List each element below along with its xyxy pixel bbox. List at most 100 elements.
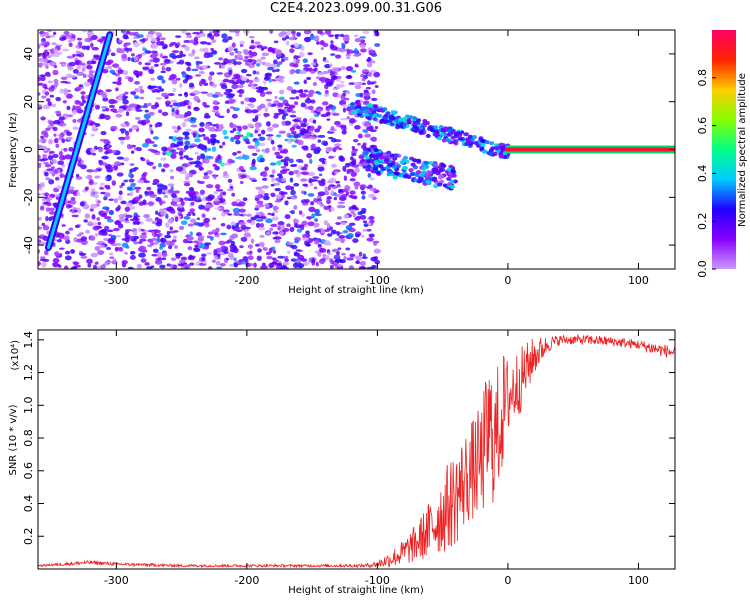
spectrogram-cell xyxy=(78,84,84,87)
spectrogram-cell xyxy=(357,109,363,114)
spectrogram-cell xyxy=(330,163,337,168)
spectrogram-cell xyxy=(284,258,289,262)
spectrogram-cell xyxy=(144,190,149,195)
spectrogram-cell xyxy=(199,189,206,195)
spectrogram-cell xyxy=(342,36,351,42)
spectrogram-cell xyxy=(353,255,360,259)
spectrogram-cell xyxy=(273,259,280,263)
spectrogram-cell xyxy=(386,150,392,155)
spectrogram-cell xyxy=(289,127,295,132)
spectrogram-cell xyxy=(303,36,312,43)
spectrogram-cell xyxy=(170,153,177,159)
spectrogram-cell xyxy=(455,131,461,136)
spectrogram-cell xyxy=(307,193,315,197)
spectrogram-cell xyxy=(121,182,125,187)
spectrogram-cell xyxy=(306,76,312,81)
spectrogram-cell xyxy=(112,81,117,84)
spectrogram-cell xyxy=(130,53,135,57)
spectrogram-cell xyxy=(272,182,281,186)
spectrogram-cell xyxy=(212,83,217,88)
spectrogram-cell xyxy=(226,188,234,192)
spectrogram-cell xyxy=(362,142,367,146)
spectrogram-cell xyxy=(232,127,237,132)
spectrogram-cell xyxy=(229,30,236,33)
spectrogram-cell xyxy=(350,102,356,107)
spectrogram-cell xyxy=(108,104,115,109)
spectrogram-cell xyxy=(360,207,367,213)
spectrogram-cell xyxy=(288,158,294,164)
spectrogram-cell xyxy=(398,124,404,129)
spectrogram-cell xyxy=(320,229,325,235)
spectrogram-cell xyxy=(231,81,239,85)
spectrogram-cell xyxy=(261,173,268,178)
spectrogram-cell xyxy=(265,72,272,76)
spectrogram-cell xyxy=(387,119,393,124)
spectrogram-cell xyxy=(178,93,183,97)
spectrogram-cell xyxy=(150,37,158,43)
spectrogram-cell xyxy=(272,146,276,152)
spectrogram-cell xyxy=(184,266,189,269)
spectrogram-cell xyxy=(371,97,378,102)
spectrogram-cell xyxy=(175,77,181,81)
spectrogram-cell xyxy=(254,130,258,134)
spectrogram-cell xyxy=(375,170,381,175)
spectrogram-cell xyxy=(57,160,65,165)
spectrogram-cell xyxy=(203,175,210,180)
spectrogram-cell xyxy=(328,104,333,108)
spectrogram-cell xyxy=(252,70,257,75)
spectrogram-cell xyxy=(293,63,299,68)
spectrogram-cell xyxy=(161,257,167,261)
spectrogram-cell xyxy=(471,135,477,140)
spectrogram-cell xyxy=(333,75,338,80)
spectrogram-cell xyxy=(251,51,258,57)
spectrogram-cell xyxy=(342,92,347,97)
spectrogram-cell xyxy=(374,161,380,166)
spectrogram-cell xyxy=(290,110,297,114)
spectrogram-cell xyxy=(223,251,229,254)
spectrogram-cell xyxy=(412,128,418,133)
spectrogram-cell xyxy=(210,140,216,146)
spectrogram-cell xyxy=(314,218,318,222)
spectrogram-cell xyxy=(323,205,330,211)
spectrogram-cell xyxy=(366,59,370,62)
spectrogram-cell xyxy=(340,124,347,129)
spectrogram-cell xyxy=(199,122,205,127)
spectrogram-cell xyxy=(102,206,110,210)
spectrogram-cell xyxy=(41,95,47,99)
spectrogram-cell xyxy=(358,154,365,160)
spectrogram-cell xyxy=(184,140,191,146)
spectrogram-cell xyxy=(186,67,191,72)
spectrogram-cell xyxy=(269,162,277,166)
spectrogram-cell xyxy=(240,100,245,105)
spectrogram-cell xyxy=(54,251,60,257)
spectrogram-cell xyxy=(193,247,200,251)
spectrogram-cell xyxy=(48,86,55,92)
spectrogram-cell xyxy=(372,113,378,118)
spectrogram-cell xyxy=(348,118,356,124)
spectrogram-cell xyxy=(336,204,344,209)
spectrogram-cell xyxy=(345,66,354,72)
spectrogram-cell xyxy=(291,258,300,262)
spectrogram-cell xyxy=(213,255,218,261)
spectrogram-cell xyxy=(123,220,131,224)
spectrogram-cell xyxy=(366,237,374,242)
spectrogram-cell xyxy=(80,236,88,242)
spectrogram-cell xyxy=(47,101,52,107)
spectrogram-cell xyxy=(290,209,295,215)
spectrogram-cell xyxy=(326,118,331,121)
spectrogram-cell xyxy=(155,229,161,234)
spectrogram-cell xyxy=(232,247,239,254)
spectrogram-cell xyxy=(46,202,52,207)
spectrogram-cell xyxy=(104,260,110,266)
spectrogram-cell xyxy=(128,128,133,133)
spectrogram-cell xyxy=(325,112,331,115)
snr-frame xyxy=(37,329,676,570)
spectrogram-cell xyxy=(267,47,275,53)
spectrogram-cell xyxy=(262,170,267,175)
spectrogram-cell xyxy=(265,251,271,256)
spectrogram-cell xyxy=(80,255,88,259)
spectrogram-cell xyxy=(310,62,316,66)
spectrogram-cell xyxy=(373,104,379,109)
spectrogram-cell xyxy=(330,189,335,196)
spectrogram-cell xyxy=(340,66,347,71)
